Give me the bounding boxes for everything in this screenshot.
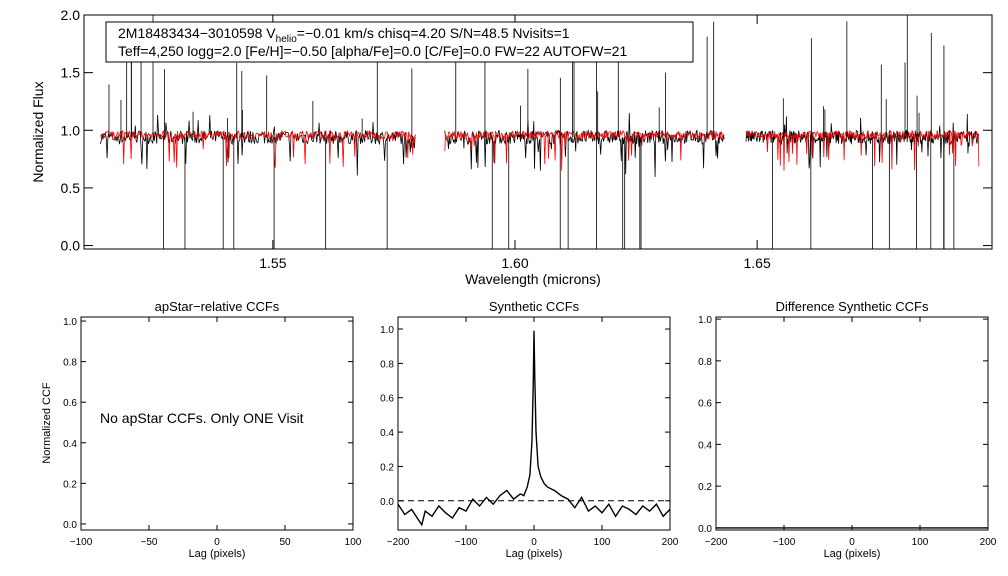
spectrum-info-box bbox=[105, 21, 694, 63]
apstar-ccf-x-tick-label: 100 bbox=[345, 537, 362, 548]
apstar-ccf-y-ticks: 0.0 0.2 0.4 0.6 0.8 1.0 bbox=[63, 317, 353, 531]
difference-ccf-plot-frame bbox=[715, 316, 989, 531]
apstar-ccf-y-axis-label: Normalized CCF bbox=[41, 382, 53, 464]
synthetic-ccf-y-tick-label: 0.2 bbox=[380, 462, 394, 473]
synthetic-spectrum-line bbox=[745, 129, 980, 171]
apstar-ccf-y-tick-label: 0.2 bbox=[63, 479, 77, 490]
difference-ccf-x-tick-label: 0 bbox=[849, 537, 855, 548]
apstar-ccf-title: apStar−relative CCFs bbox=[155, 299, 280, 314]
apstar-ccf-x-axis-label: Lag (pixels) bbox=[189, 548, 246, 560]
difference-ccf-y-ticks: 0.0 0.2 0.4 0.6 0.8 1.0 bbox=[698, 315, 988, 535]
spectrum-x-tick-label: 1.65 bbox=[744, 255, 771, 271]
apstar-ccf-y-tick-label: 0.0 bbox=[63, 520, 77, 531]
difference-ccf-x-tick-label: −100 bbox=[773, 537, 796, 548]
difference-ccf-x-axis-label: Lag (pixels) bbox=[824, 548, 881, 560]
synthetic-ccf-series-line bbox=[397, 330, 671, 527]
apstar-ccf-panel: 0.0 0.2 0.4 0.6 0.8 1.0 −100 −50 0 50 100 apStar−… bbox=[41, 299, 362, 560]
synthetic-ccf-x-axis-label: Lag (pixels) bbox=[506, 548, 563, 560]
synthetic-ccf-x-tick-label: 200 bbox=[662, 537, 679, 548]
spectrum-panel: 0.0 0.5 1.0 1.5 2.0 1.55 1.60 1.65 2M18483434−… bbox=[30, 7, 993, 287]
synthetic-ccf-y-tick-label: 0.8 bbox=[380, 359, 394, 370]
spectrum-y-tick-label: 0.5 bbox=[61, 180, 81, 196]
spectrum-info-line-1: 2M18483434−3010598 Vhelio=−0.01 km/s chi… bbox=[118, 25, 570, 45]
apstar-ccf-annotation: No apStar CCFs. Only ONE Visit bbox=[100, 410, 304, 426]
difference-ccf-y-tick-label: 0.0 bbox=[698, 524, 712, 535]
apstar-ccf-x-tick-label: −50 bbox=[141, 537, 158, 548]
observed-spectrum-line bbox=[100, 114, 416, 176]
spectrum-lines bbox=[100, 15, 980, 249]
synthetic-ccf-y-ticks: 0.0 0.2 0.4 0.6 0.8 1.0 bbox=[380, 325, 670, 508]
synthetic-ccf-y-tick-label: 0.4 bbox=[380, 428, 394, 439]
difference-ccf-y-tick-label: 0.6 bbox=[698, 399, 712, 410]
synthetic-ccf-x-tick-label: 0 bbox=[531, 537, 537, 548]
spectrum-x-axis-label: Wavelength (microns) bbox=[465, 271, 601, 287]
apstar-ccf-y-tick-label: 0.4 bbox=[63, 439, 77, 450]
difference-ccf-y-tick-label: 0.8 bbox=[698, 357, 712, 368]
spectrum-y-tick-label: 1.0 bbox=[61, 122, 81, 138]
apstar-ccf-y-tick-label: 0.8 bbox=[63, 358, 77, 369]
spectrum-info-line-2: Teff=4,250 logg=2.0 [Fe/H]=−0.50 [alpha/… bbox=[118, 43, 627, 59]
spectrum-plot-frame bbox=[83, 14, 993, 250]
difference-ccf-y-tick-label: 0.4 bbox=[698, 440, 712, 451]
apstar-ccf-x-ticks: −100 −50 0 50 100 bbox=[70, 317, 362, 548]
spectrum-y-axis-label: Normalized Flux bbox=[30, 81, 46, 182]
difference-ccf-x-tick-label: −200 bbox=[705, 537, 728, 548]
synthetic-ccf-panel: 0.0 0.2 0.4 0.6 0.8 1.0 −200 −100 0 100 200 Synth… bbox=[380, 299, 679, 560]
difference-ccf-x-tick-label: 100 bbox=[912, 537, 929, 548]
apstar-ccf-y-tick-label: 1.0 bbox=[63, 317, 77, 328]
difference-ccf-y-tick-label: 0.2 bbox=[698, 482, 712, 493]
spectrum-x-tick-label: 1.55 bbox=[259, 255, 286, 271]
synthetic-ccf-title: Synthetic CCFs bbox=[489, 299, 580, 314]
synthetic-ccf-y-tick-label: 1.0 bbox=[380, 325, 394, 336]
difference-ccf-x-tick-label: 200 bbox=[980, 537, 997, 548]
synthetic-ccf-x-tick-label: 100 bbox=[594, 537, 611, 548]
spectrum-y-tick-label: 0.0 bbox=[61, 238, 81, 254]
synthetic-ccf-x-ticks: −200 −100 0 100 200 bbox=[387, 317, 679, 548]
synthetic-spectrum-line bbox=[444, 129, 725, 171]
difference-ccf-title: Difference Synthetic CCFs bbox=[776, 299, 929, 314]
spectrum-x-tick-label: 1.60 bbox=[501, 255, 528, 271]
synthetic-ccf-x-tick-label: −200 bbox=[387, 537, 410, 548]
spectrum-y-ticks: 0.0 0.5 1.0 1.5 2.0 bbox=[61, 7, 992, 254]
synthetic-ccf-x-tick-label: −100 bbox=[455, 537, 478, 548]
synthetic-ccf-y-tick-label: 0.6 bbox=[380, 394, 394, 405]
observed-spectrum-line bbox=[444, 112, 725, 177]
observed-spectrum-line bbox=[745, 113, 980, 169]
difference-ccf-panel: 0.0 0.2 0.4 0.6 0.8 1.0 −200 −100 0 100 200 Diffe… bbox=[698, 299, 997, 560]
difference-ccf-x-ticks: −200 −100 0 100 200 bbox=[705, 317, 997, 548]
apstar-ccf-x-tick-label: 50 bbox=[279, 537, 291, 548]
spectrum-y-tick-label: 2.0 bbox=[61, 7, 81, 23]
synthetic-ccf-y-tick-label: 0.0 bbox=[380, 497, 394, 508]
apstar-ccf-x-tick-label: −100 bbox=[70, 537, 93, 548]
apstar-ccf-y-tick-label: 0.6 bbox=[63, 398, 77, 409]
difference-ccf-y-tick-label: 1.0 bbox=[698, 315, 712, 326]
spectrum-y-tick-label: 1.5 bbox=[61, 65, 81, 81]
spectrum-x-ticks: 1.55 1.60 1.65 bbox=[259, 15, 771, 271]
apstar-ccf-x-tick-label: 0 bbox=[214, 537, 220, 548]
